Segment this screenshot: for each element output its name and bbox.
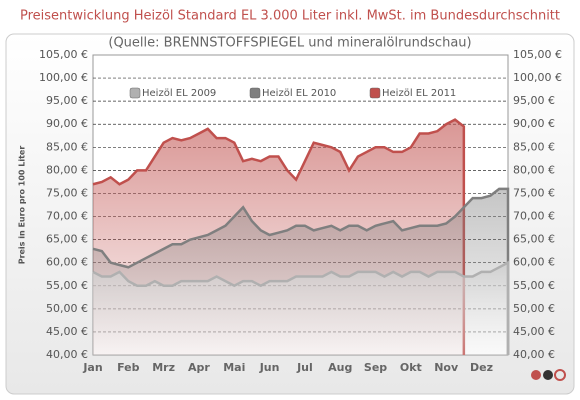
line bbox=[92, 187, 510, 355]
y2-tick-label: 65,00 € bbox=[513, 233, 555, 246]
y-tick-label: 90,00 € bbox=[46, 117, 88, 130]
y2-tick-label: 70,00 € bbox=[513, 210, 555, 223]
x-tick-label: Aug bbox=[328, 361, 352, 374]
legend-swatch bbox=[249, 87, 261, 99]
legend-label: Heizöl EL 2010 bbox=[262, 88, 336, 99]
chart-title: Preisentwicklung Heizöl Standard EL 3.00… bbox=[20, 9, 560, 24]
y-tick-label: 55,00 € bbox=[46, 279, 88, 292]
y-tick-label: 40,00 € bbox=[46, 348, 88, 361]
x-tick-label: Mai bbox=[223, 361, 245, 374]
y2-tick-label: 100,00 € bbox=[513, 71, 562, 84]
y-tick-label: 50,00 € bbox=[46, 302, 88, 315]
y2-tick-label: 55,00 € bbox=[513, 279, 555, 292]
y2-tick-label: 95,00 € bbox=[513, 94, 555, 107]
x-tick-label: Dez bbox=[470, 361, 493, 374]
x-tick-label: Apr bbox=[188, 361, 210, 374]
x-tick-label: Okt bbox=[400, 361, 422, 374]
y2-tick-label: 45,00 € bbox=[513, 325, 555, 338]
y-axis-label: Preis in Euro pro 100 Liter bbox=[18, 146, 27, 265]
x-tick-label: Jul bbox=[296, 361, 313, 374]
y2-tick-label: 85,00 € bbox=[513, 140, 555, 153]
y-tick-label: 80,00 € bbox=[46, 163, 88, 176]
y-tick-label: 85,00 € bbox=[46, 140, 88, 153]
y2-tick-label: 90,00 € bbox=[513, 117, 555, 130]
y-tick-label: 105,00 € bbox=[39, 48, 88, 61]
area bbox=[93, 262, 508, 355]
y-tick-label: 70,00 € bbox=[46, 210, 88, 223]
x-tick-label: Sep bbox=[364, 361, 387, 374]
line bbox=[92, 260, 510, 355]
y2-tick-label: 105,00 € bbox=[513, 48, 562, 61]
legend-swatch bbox=[129, 87, 141, 99]
legend-swatch bbox=[369, 87, 381, 99]
x-tick-label: Feb bbox=[117, 361, 140, 374]
y2-tick-label: 40,00 € bbox=[513, 348, 555, 361]
legend-label: Heizöl EL 2011 bbox=[382, 88, 456, 99]
x-tick-label: Jan bbox=[82, 361, 102, 374]
y-tick-label: 100,00 € bbox=[39, 71, 88, 84]
x-tick-label: Mrz bbox=[152, 361, 175, 374]
x-tick-label: Nov bbox=[434, 361, 459, 374]
line bbox=[92, 118, 466, 355]
y-tick-label: 45,00 € bbox=[46, 325, 88, 338]
chart-subtitle: (Quelle: BRENNSTOFFSPIEGEL und mineralöl… bbox=[108, 36, 471, 51]
y-tick-label: 75,00 € bbox=[46, 186, 88, 199]
y-tick-label: 65,00 € bbox=[46, 233, 88, 246]
x-tick-label: Jun bbox=[259, 361, 280, 374]
y-tick-label: 95,00 € bbox=[46, 94, 88, 107]
y2-tick-label: 60,00 € bbox=[513, 256, 555, 269]
y2-tick-label: 75,00 € bbox=[513, 186, 555, 199]
y2-tick-label: 50,00 € bbox=[513, 302, 555, 315]
y2-tick-label: 80,00 € bbox=[513, 163, 555, 176]
y-tick-label: 60,00 € bbox=[46, 256, 88, 269]
logo bbox=[531, 369, 566, 381]
legend-label: Heizöl EL 2009 bbox=[142, 88, 216, 99]
